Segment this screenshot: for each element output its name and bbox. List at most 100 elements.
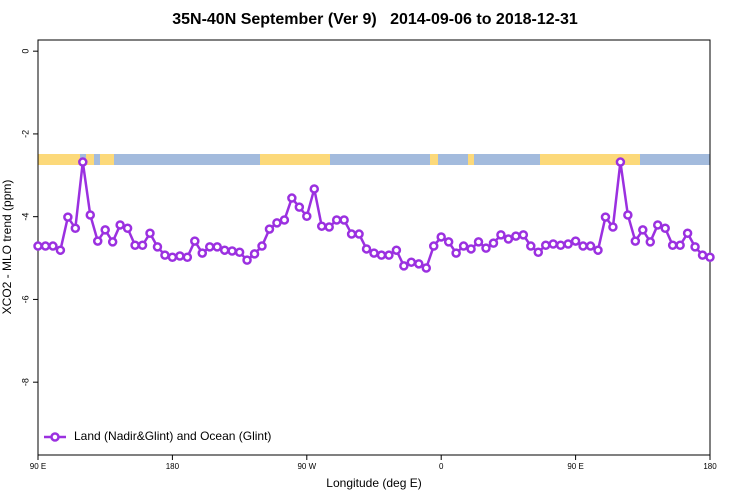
data-point [48, 241, 58, 251]
data-point [316, 221, 327, 231]
data-point [346, 229, 357, 239]
data-point [309, 184, 320, 194]
data-point [608, 222, 618, 232]
data-point [376, 250, 387, 260]
data-point [660, 223, 670, 234]
data-point [167, 252, 178, 262]
data-point [107, 237, 118, 247]
data-point [361, 244, 372, 254]
data-point [533, 247, 544, 258]
data-point [705, 252, 715, 262]
data-point [623, 210, 633, 220]
data-point [585, 241, 596, 251]
data-point [212, 242, 222, 252]
data-point [481, 243, 491, 253]
y-tick-label: -8 [20, 378, 30, 386]
data-point [354, 229, 364, 239]
data-point [40, 241, 51, 251]
data-point [287, 193, 297, 203]
data-point [78, 157, 88, 167]
data-point [667, 240, 678, 250]
data-point [406, 257, 417, 267]
data-point [324, 222, 334, 232]
x-tick-label: 180 [703, 462, 717, 471]
x-axis-label: Longitude (deg E) [326, 476, 421, 490]
data-point [428, 241, 439, 251]
data-point [451, 248, 461, 258]
y-axis-label: XCO2 - MLO trend (ppm) [0, 180, 14, 315]
data-point [638, 225, 648, 235]
data-point [473, 237, 484, 247]
y-tick-label: -4 [20, 213, 30, 221]
data-point [399, 261, 409, 271]
data-point [414, 259, 424, 269]
land-ocean-strip [38, 154, 710, 165]
y-tick-label: -6 [20, 295, 30, 303]
data-point [436, 232, 446, 242]
data-point [63, 212, 73, 222]
data-point [257, 241, 267, 251]
data-point [526, 241, 536, 251]
data-point [100, 225, 110, 235]
data-point [204, 242, 215, 252]
data-point [264, 224, 275, 234]
data-point [690, 242, 700, 252]
data-point [160, 250, 170, 260]
data-point [33, 241, 43, 251]
data-point [488, 238, 499, 248]
data-point [294, 202, 305, 212]
y-tick-label: -2 [20, 130, 30, 138]
data-point [540, 240, 551, 250]
data-point [548, 239, 558, 249]
data-point [697, 250, 708, 260]
data-point [182, 252, 193, 262]
data-point [137, 240, 148, 250]
legend-marker [50, 432, 60, 442]
data-point [391, 245, 402, 255]
data-point [615, 157, 626, 167]
x-tick-label: 90 W [297, 462, 316, 471]
data-point [466, 244, 476, 254]
data-point [369, 248, 379, 258]
data-point [175, 251, 185, 261]
legend-label: Land (Nadir&Glint) and Ocean (Glint) [74, 429, 271, 443]
data-point [443, 237, 454, 247]
x-tick-label: 90 E [30, 462, 46, 471]
data-point [92, 236, 103, 246]
data-point [145, 228, 155, 238]
data-point [675, 240, 685, 250]
data-point [339, 215, 349, 225]
data-point [600, 212, 611, 222]
data-point [518, 230, 529, 240]
x-tick-label: 0 [439, 462, 444, 471]
data-point [85, 210, 96, 220]
data-point [152, 242, 163, 252]
data-point [122, 223, 133, 234]
data-point [197, 248, 208, 258]
data-point [55, 245, 66, 255]
data-point [234, 247, 245, 258]
data-point [578, 241, 588, 251]
data-point [227, 246, 237, 256]
data-point [115, 220, 125, 230]
data-point [279, 215, 290, 225]
data-point [682, 228, 693, 238]
data-point [652, 220, 663, 230]
data-point [190, 236, 200, 246]
data-point [645, 237, 656, 247]
x-tick-label: 180 [166, 462, 180, 471]
data-point [70, 223, 81, 234]
data-point [503, 234, 514, 244]
data-point [331, 215, 342, 225]
chart-title: 35N-40N September (Ver 9) 2014-09-06 to … [172, 11, 578, 28]
data-point [496, 230, 506, 240]
data-point [384, 250, 394, 260]
data-point [570, 236, 581, 246]
data-point [511, 231, 521, 241]
data-point [130, 240, 140, 250]
data-point [563, 239, 573, 249]
data-point [458, 241, 469, 251]
data-point [302, 211, 312, 222]
data-point [242, 255, 252, 265]
